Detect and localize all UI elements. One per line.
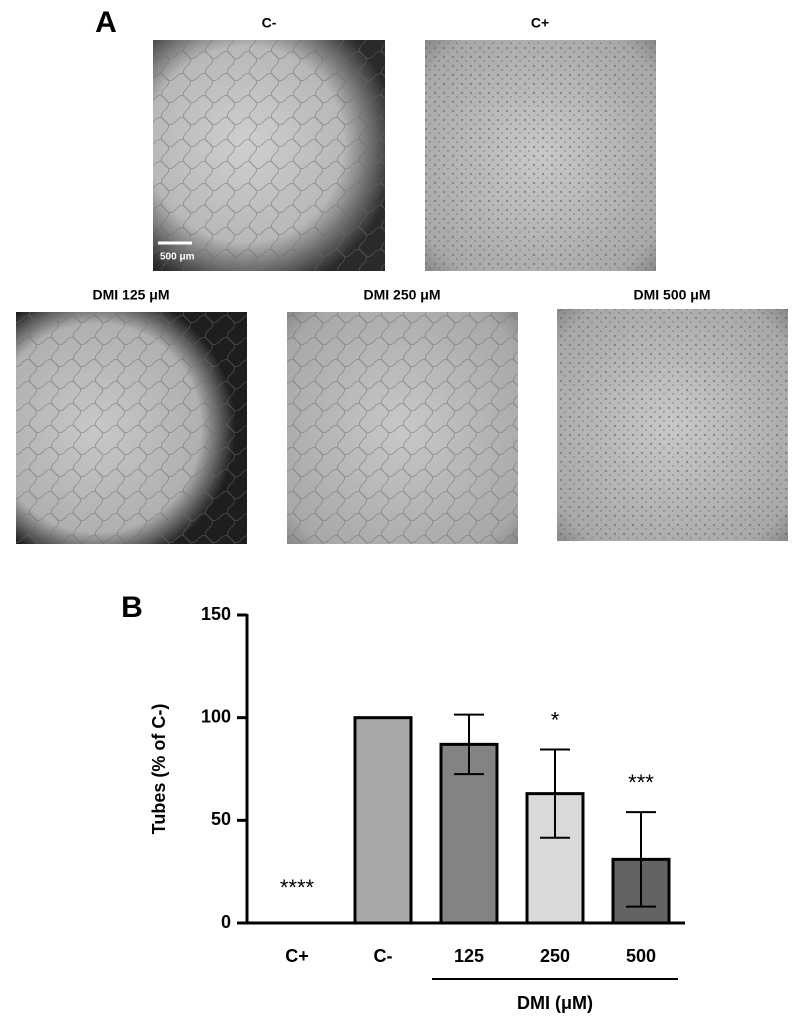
x-tick-label: C+ (285, 946, 309, 966)
group-label: DMI (μM) (517, 993, 593, 1013)
panel-label: A (95, 6, 117, 39)
micrograph-texture (287, 312, 518, 544)
micrograph-texture (16, 312, 247, 544)
significance-label: * (551, 707, 560, 732)
image-title: DMI 250 μM (363, 287, 440, 303)
y-tick-label: 0 (221, 912, 231, 932)
y-axis-label: Tubes (% of C-) (149, 704, 169, 835)
y-tick-label: 50 (211, 809, 231, 829)
image-title: DMI 500 μM (633, 287, 710, 303)
x-tick-label: 500 (626, 946, 656, 966)
image-title: C+ (531, 15, 549, 31)
micrograph-texture (557, 309, 788, 541)
micrograph-texture (425, 40, 656, 271)
x-tick-label: 250 (540, 946, 570, 966)
x-tick-label: 125 (454, 946, 484, 966)
panel-label: B (121, 591, 143, 624)
significance-label: *** (628, 770, 654, 795)
bar (353, 716, 413, 925)
y-tick-label: 100 (201, 706, 231, 726)
significance-label: **** (280, 875, 315, 900)
x-tick-label: C- (374, 946, 393, 966)
image-title: C- (262, 15, 277, 31)
scale-bar-label: 500 μm (160, 252, 195, 263)
y-tick-label: 150 (201, 604, 231, 624)
micrograph-texture (153, 40, 385, 271)
image-title: DMI 125 μM (92, 287, 169, 303)
